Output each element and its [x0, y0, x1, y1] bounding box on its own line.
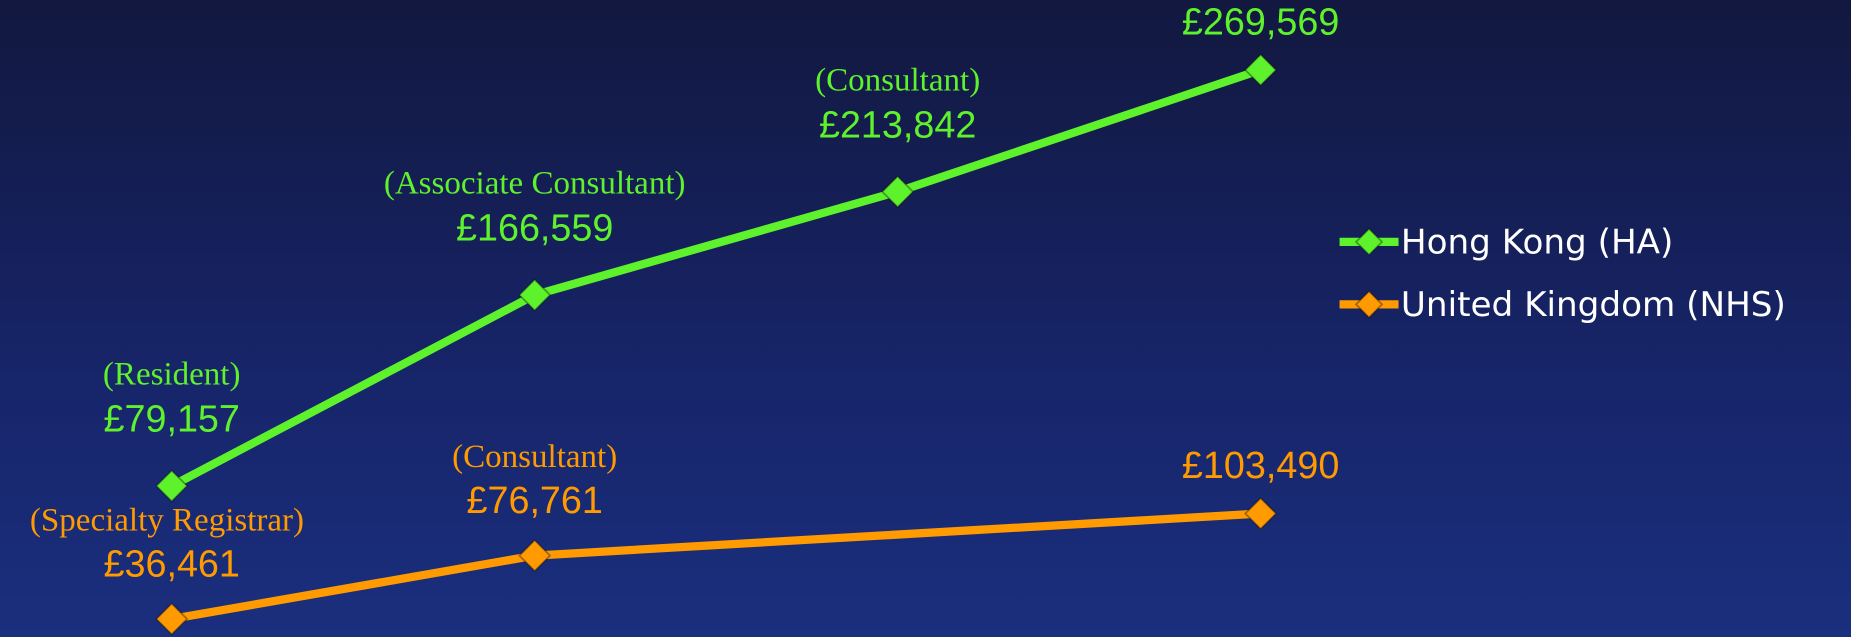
- point-marker: [1244, 53, 1278, 87]
- value-label: £103,490: [1182, 444, 1339, 486]
- series-line: [169, 66, 1262, 490]
- point-marker: [155, 469, 189, 503]
- value-label: £79,157: [104, 398, 240, 440]
- value-label: £269,569: [1182, 1, 1339, 43]
- legend-marker: [1354, 227, 1384, 257]
- legend-label: Hong Kong (HA): [1401, 223, 1673, 263]
- point-label: (Associate Consultant): [384, 166, 686, 202]
- point-marker: [518, 539, 552, 573]
- value-label: £166,559: [456, 207, 613, 249]
- point-label: (Specialty Registrar): [30, 503, 304, 539]
- point-marker: [518, 278, 552, 312]
- point-label: (Resident): [103, 356, 241, 392]
- value-label: £36,461: [104, 543, 240, 585]
- value-label: £213,842: [819, 103, 976, 145]
- legend-marker: [1354, 290, 1384, 319]
- point-label: (Consultant): [452, 439, 617, 475]
- legend-label: United Kingdom (NHS): [1401, 285, 1786, 325]
- point-label: (Consultant): [815, 62, 980, 98]
- point-marker: [155, 602, 189, 636]
- point-marker: [1244, 496, 1278, 531]
- value-label: £76,761: [466, 479, 602, 521]
- series-line: [171, 509, 1261, 624]
- point-marker: [881, 175, 915, 209]
